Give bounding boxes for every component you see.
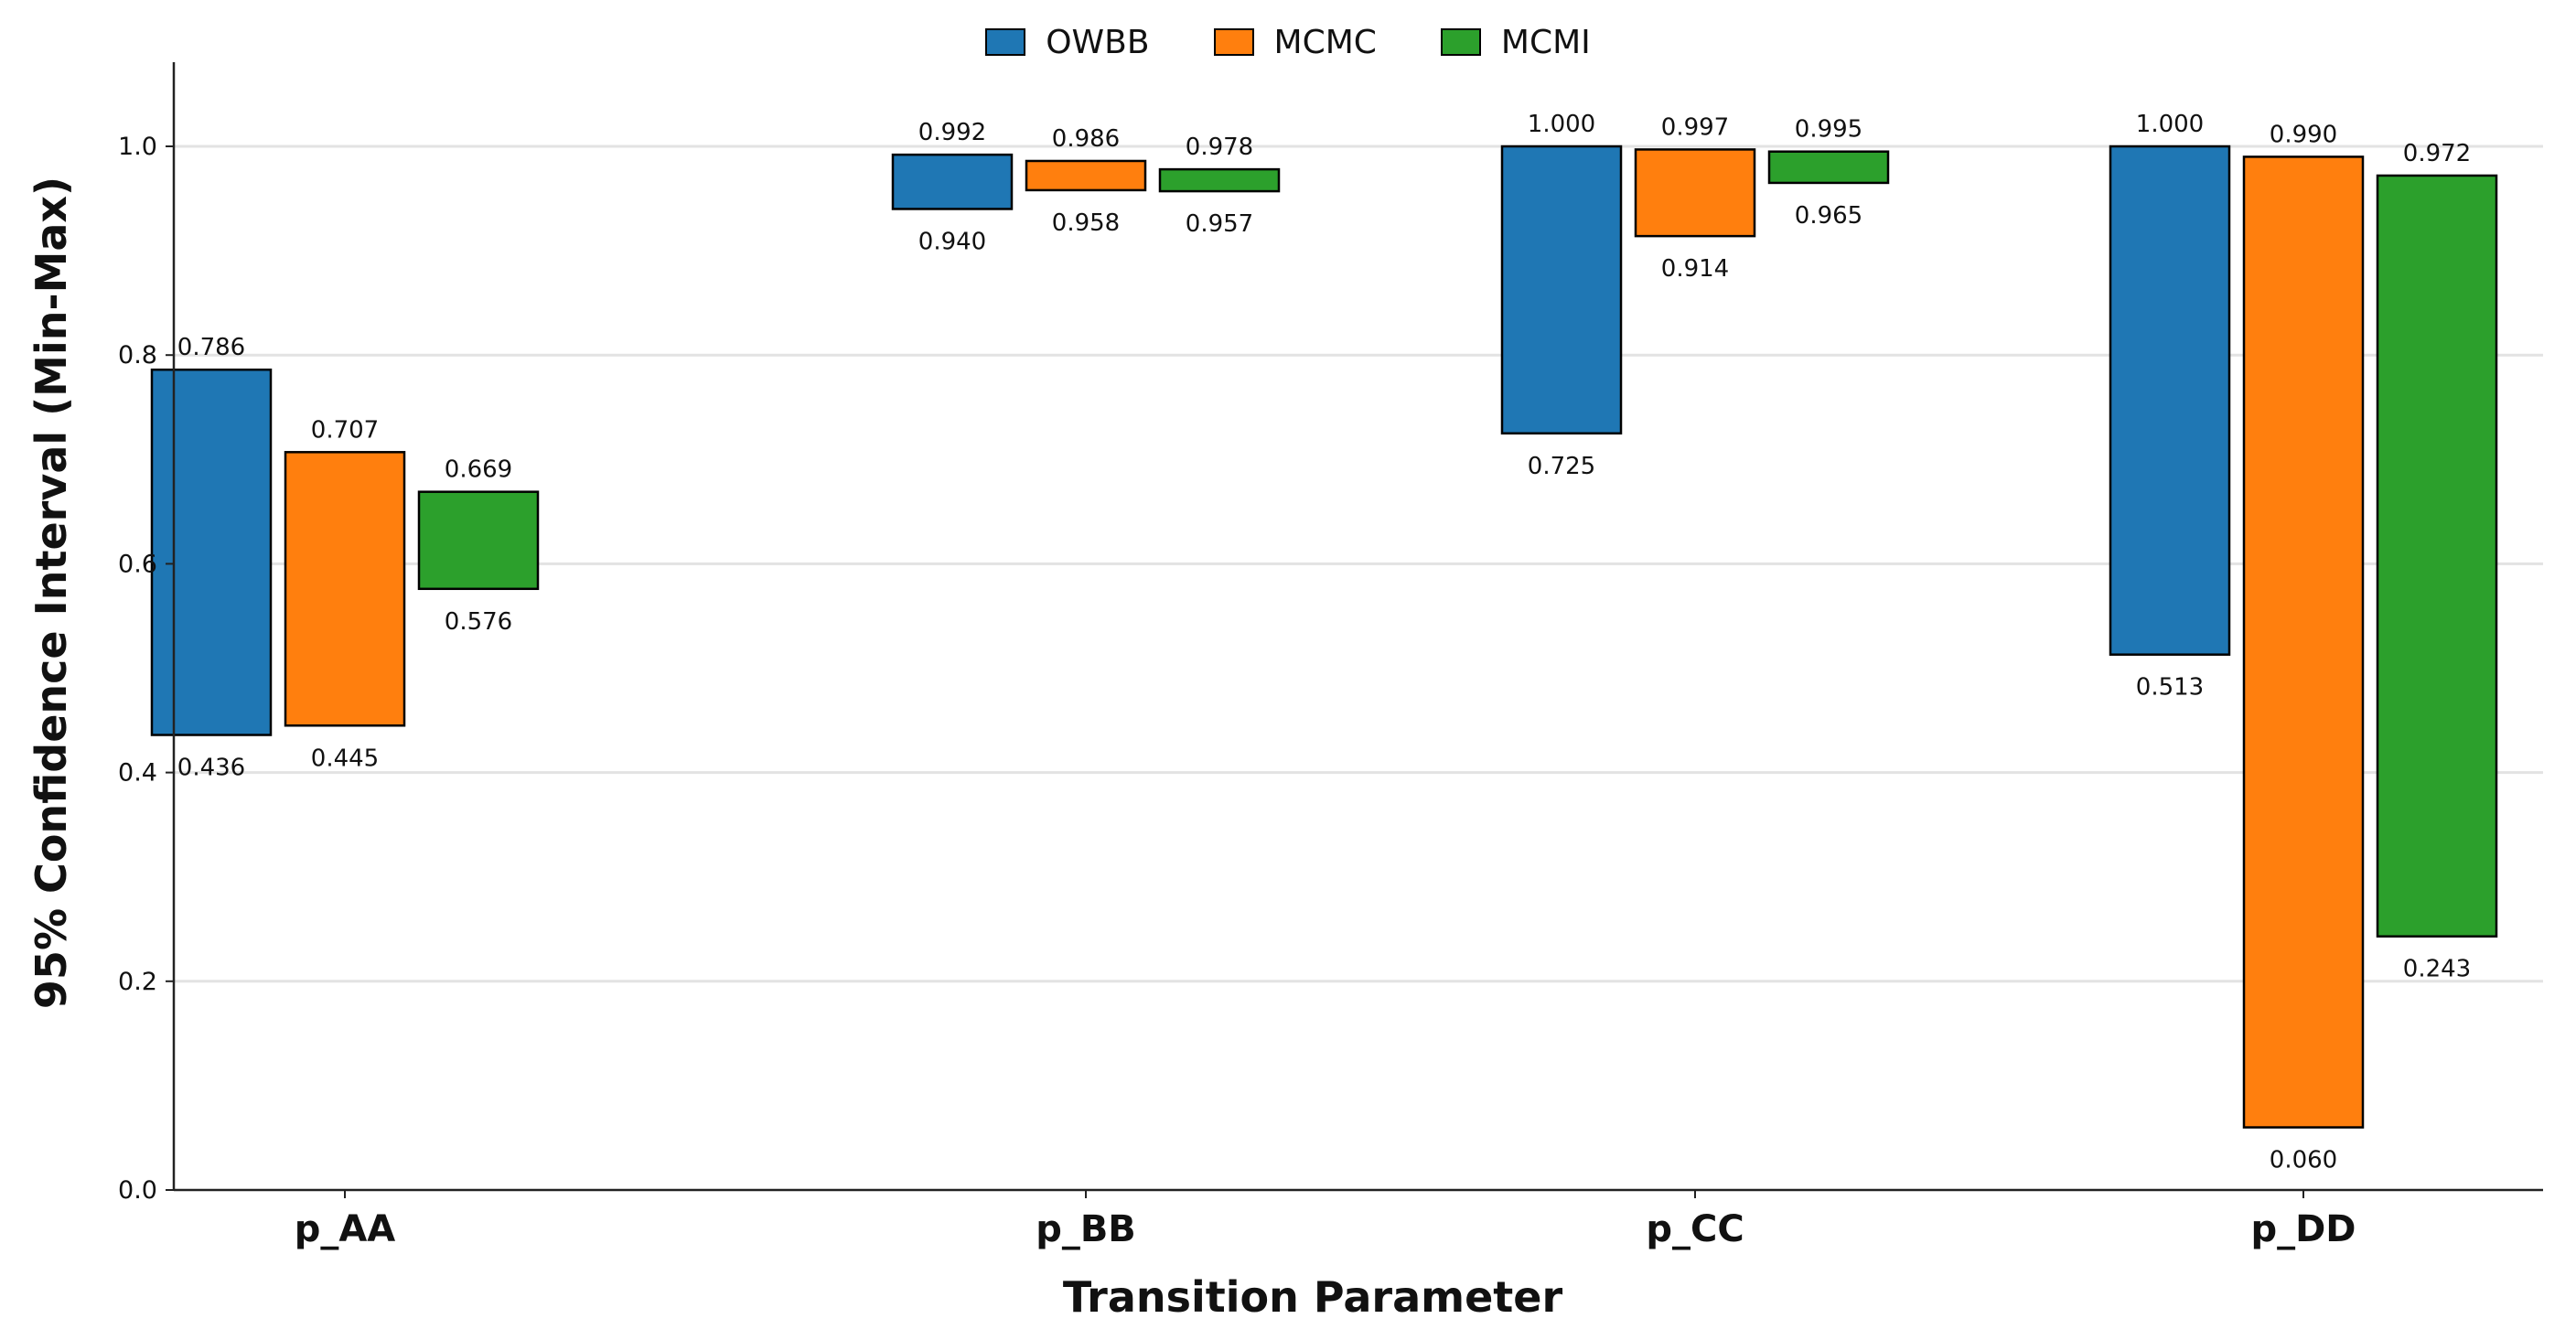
- x-tick-label: p_AA: [295, 1208, 396, 1250]
- legend-item-mcmi: MCMI: [1440, 23, 1591, 61]
- bar-mcmc-p_dd: [2242, 155, 2365, 1129]
- legend: OWBB MCMC MCMI: [0, 20, 2576, 64]
- legend-item-owbb: OWBB: [985, 23, 1150, 61]
- legend-label-mcmc: MCMC: [1273, 23, 1377, 61]
- bar-mcmc-p_cc: [1634, 148, 1756, 238]
- y-tick-label: 0.4: [118, 759, 157, 788]
- data-label-max: 1.000: [1528, 111, 1595, 138]
- bar-mcmi-p_bb: [1158, 167, 1281, 193]
- data-label-max: 0.669: [445, 456, 512, 484]
- data-label-min: 0.060: [2270, 1147, 2337, 1174]
- bar-mcmc-p_bb: [1025, 159, 1147, 192]
- data-label-min: 0.243: [2403, 956, 2471, 983]
- y-tick-label: 0.8: [118, 341, 157, 370]
- data-label-max: 0.986: [1052, 125, 1120, 153]
- data-label-min: 0.914: [1661, 255, 1729, 283]
- y-axis-title: 95% Confidence Interval (Min-Max): [27, 177, 76, 1009]
- bar-owbb-p_aa: [150, 368, 273, 736]
- y-tick-label: 0.6: [118, 550, 157, 578]
- data-label-max: 0.990: [2270, 121, 2337, 148]
- bar-owbb-p_dd: [2109, 145, 2231, 656]
- legend-item-mcmc: MCMC: [1213, 23, 1377, 61]
- data-label-max: 0.978: [1186, 134, 1253, 161]
- bar-mcmi-p_dd: [2376, 174, 2498, 938]
- bar-mcmi-p_cc: [1767, 150, 1890, 185]
- y-tick-label: 0.0: [118, 1176, 157, 1205]
- y-ticks: 0.0 0.2 0.4 0.6 0.8 1.0: [118, 133, 174, 1205]
- data-label-min: 0.725: [1528, 453, 1595, 480]
- data-label-max: 0.992: [918, 119, 986, 146]
- data-label-max: 0.997: [1661, 113, 1729, 141]
- data-label-min: 0.958: [1052, 209, 1120, 237]
- x-tick-labels: p_AA p_BB p_CC p_DD: [295, 1190, 2356, 1250]
- legend-swatch-owbb: [985, 28, 1026, 56]
- x-axis-title: Transition Parameter: [1063, 1272, 1563, 1322]
- data-label-min: 0.957: [1186, 210, 1253, 238]
- legend-swatch-mcmi: [1440, 28, 1481, 56]
- bar-mcmc-p_aa: [284, 451, 406, 727]
- data-label-max: 0.972: [2403, 140, 2471, 167]
- x-tick-label: p_CC: [1646, 1208, 1744, 1250]
- bars: [150, 145, 2498, 1129]
- data-label-max: 0.995: [1795, 116, 1862, 144]
- legend-swatch-mcmc: [1213, 28, 1254, 56]
- data-label-max: 0.707: [311, 416, 379, 444]
- y-tick-label: 1.0: [118, 133, 157, 161]
- legend-label-mcmi: MCMI: [1500, 23, 1591, 61]
- axes: [172, 62, 2543, 1192]
- data-label-min: 0.445: [311, 745, 379, 772]
- y-tick-label: 0.2: [118, 968, 157, 996]
- data-label-min: 0.965: [1795, 202, 1862, 230]
- data-label-min: 0.436: [177, 755, 245, 782]
- data-label-min: 0.576: [445, 608, 512, 636]
- bar-mcmi-p_aa: [417, 490, 540, 591]
- legend-label-owbb: OWBB: [1046, 23, 1150, 61]
- data-label-min: 0.940: [918, 228, 986, 255]
- x-tick-label: p_DD: [2250, 1208, 2356, 1250]
- value-labels: 0.786 0.436 0.707 0.445 0.669 0.576 0.992 0.940…: [177, 111, 2471, 1174]
- bar-owbb-p_bb: [891, 153, 1014, 210]
- bar-owbb-p_cc: [1500, 145, 1623, 435]
- data-label-min: 0.513: [2136, 674, 2204, 702]
- x-tick-label: p_BB: [1036, 1208, 1136, 1250]
- data-label-max: 0.786: [177, 334, 245, 361]
- data-label-max: 1.000: [2136, 111, 2204, 138]
